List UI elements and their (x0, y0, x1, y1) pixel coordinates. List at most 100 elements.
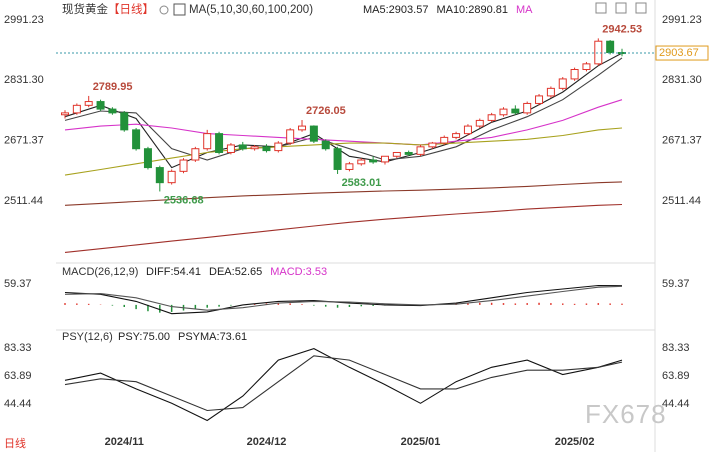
legend-entry: MA5:2903.57 (363, 4, 428, 16)
candle-body (606, 40, 615, 54)
candle-body (369, 159, 378, 163)
panel-title: MACD(26,12,9) (62, 266, 138, 278)
title: 现货黄金 (62, 2, 108, 16)
candle-body (546, 87, 555, 97)
line-series (64, 99, 623, 146)
candle-body (191, 148, 200, 161)
candle-body (404, 151, 413, 155)
candle-body (357, 159, 366, 165)
candle-body (582, 63, 591, 71)
candle-body (333, 148, 342, 170)
candle-body (108, 108, 117, 114)
add-icon[interactable] (159, 5, 169, 15)
candle-body (440, 136, 449, 144)
line-series (64, 127, 623, 176)
candle-body (535, 95, 544, 104)
y-tick-label: 63.89 (4, 370, 32, 382)
y-tick-label: 83.33 (662, 342, 690, 354)
candle-body (72, 104, 81, 114)
x-tick-label: 2024/12 (247, 436, 287, 448)
candle-body (380, 155, 389, 163)
price-annotation: 2583.01 (342, 177, 382, 189)
x-tick-label: 2024/11 (105, 436, 144, 448)
line-series (64, 285, 623, 311)
candle-body (594, 40, 603, 65)
toolbar (595, 2, 647, 14)
ma-icon[interactable] (173, 3, 186, 16)
y-tick-label: 2511.44 (662, 195, 701, 207)
line-series (64, 355, 623, 412)
candle-body (298, 125, 307, 131)
y-tick-label: 2511.44 (4, 195, 43, 207)
y-tick-label: 44.44 (662, 398, 690, 410)
y-tick-label: 2991.23 (4, 14, 44, 26)
panel-title: PSY(12,6) (62, 331, 113, 343)
line-series (64, 203, 623, 253)
footer-tab[interactable]: 日线 (4, 436, 26, 450)
candle-body (463, 125, 472, 135)
candle-body (345, 163, 354, 170)
candle-body (132, 129, 141, 150)
tool-icon[interactable] (615, 2, 627, 14)
line-series (64, 348, 623, 422)
candle-body (428, 142, 437, 148)
candle-body (143, 148, 152, 169)
ma-label: MA(5,10,30,60,100,200) (189, 4, 313, 16)
y-tick-label: 2831.30 (4, 74, 44, 86)
legend-entry: PSYMA:73.61 (178, 331, 247, 343)
legend-entry: MA10:2890.81 (436, 4, 508, 16)
candle-body (96, 101, 105, 110)
price-annotation: 2942.53 (602, 23, 642, 35)
candle-body (203, 133, 212, 150)
candle-body (215, 133, 224, 153)
price-annotation: 2789.95 (93, 81, 133, 93)
candle-body (558, 78, 567, 89)
candle-body (570, 69, 579, 80)
candle-body (475, 119, 484, 127)
candle-body (262, 146, 271, 152)
candle-body (179, 159, 188, 172)
x-tick-label: 2025/02 (555, 436, 595, 448)
price-annotation: 2536.68 (164, 194, 204, 206)
x-tick-label: 2025/01 (401, 436, 441, 448)
legend-entry: DEA:52.65 (209, 266, 262, 278)
y-tick-label: 83.33 (4, 342, 32, 354)
candle-body (250, 146, 259, 150)
y-tick-label: 44.44 (4, 398, 32, 410)
period: 【日线】 (108, 2, 154, 16)
y-tick-label: 2991.23 (662, 14, 702, 26)
line-series (64, 284, 623, 315)
candle-body (309, 125, 318, 142)
candle-body (321, 140, 330, 150)
y-tick-label: 59.37 (662, 278, 690, 290)
candle-body (155, 167, 164, 184)
candle-body (274, 142, 283, 152)
line-series (64, 181, 623, 206)
legend-entry: DIFF:54.41 (146, 266, 201, 278)
candle-body (487, 114, 496, 121)
tool-icon[interactable] (635, 2, 647, 14)
candle-body (61, 112, 69, 116)
y-tick-label: 2671.37 (4, 135, 44, 147)
candle-body (416, 146, 425, 155)
candle-body (499, 108, 508, 116)
tool-icon[interactable] (595, 2, 607, 14)
y-tick-label: 63.89 (662, 370, 690, 382)
legend-entry: MACD:3.53 (270, 266, 327, 278)
candle-body (452, 133, 461, 138)
last-price-label: 2903.67 (659, 47, 699, 59)
legend-entry: MA (516, 4, 533, 16)
price-annotation: 2726.05 (306, 105, 346, 117)
candle-body (238, 144, 247, 150)
candle-body (167, 170, 176, 184)
last-price-box (655, 45, 709, 61)
candle-body (392, 151, 401, 157)
candle-body (120, 112, 129, 131)
line-series (64, 57, 623, 161)
watermark: FX678 (585, 399, 667, 429)
y-tick-label: 2831.30 (662, 74, 702, 86)
y-tick-label: 2671.37 (662, 135, 702, 147)
candle-body (226, 144, 235, 153)
